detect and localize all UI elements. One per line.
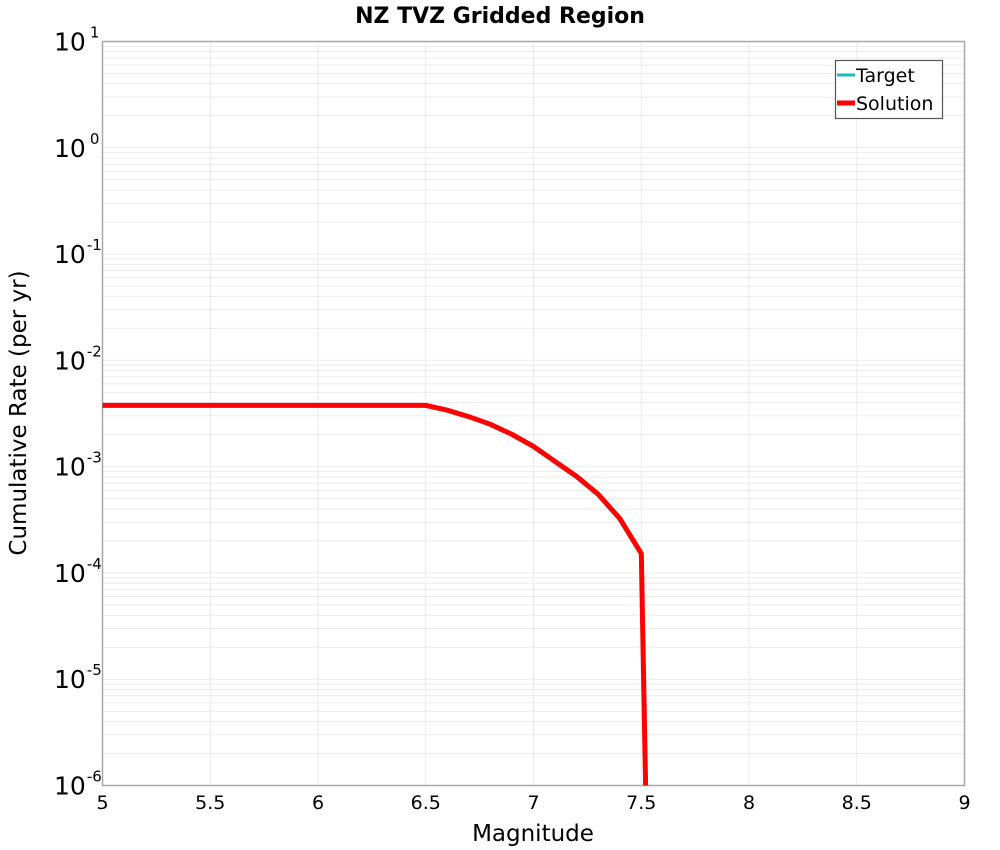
y-tick-label: 10-2 [54, 342, 102, 375]
plot-area-frame [101, 40, 966, 787]
y-tick-label: 10-4 [54, 555, 102, 588]
x-tick-label: 8 [743, 792, 755, 814]
y-tick-label: 10-5 [54, 661, 102, 694]
legend-label-solution: Solution [856, 93, 933, 115]
x-tick-label: 6 [312, 792, 324, 814]
x-tick-label: 5.5 [195, 792, 225, 814]
chart-title: NZ TVZ Gridded Region [355, 4, 645, 29]
x-tick-label: 9 [958, 792, 970, 814]
y-axis-label: Cumulative Rate (per yr) [6, 270, 32, 555]
legend-label-target: Target [855, 65, 915, 87]
grid-lines [102, 41, 965, 786]
legend: Target Solution [834, 59, 944, 120]
y-tick-label: 10-1 [54, 236, 102, 269]
x-axis-ticks: 5 5.5 6 6.5 7 7.5 8 8.5 9 [96, 792, 970, 814]
x-tick-label: 5 [96, 792, 108, 814]
x-tick-label: 8.5 [842, 792, 872, 814]
x-tick-label: 7.5 [626, 792, 656, 814]
y-tick-label: 10 1 [54, 24, 99, 57]
x-axis-label: Magnitude [472, 821, 594, 847]
y-tick-label: 10 0 [54, 130, 99, 163]
series-solution [102, 402, 649, 786]
y-axis-ticks: 10 1 10 0 10-1 10-2 10-3 10-4 10-5 10-6 [54, 24, 102, 801]
x-tick-label: 7 [527, 792, 539, 814]
x-tick-label: 6.5 [411, 792, 441, 814]
y-tick-label: 10-6 [54, 768, 102, 801]
y-tick-label: 10-3 [54, 449, 102, 482]
series-layer [102, 402, 649, 786]
legend-box [834, 59, 944, 120]
